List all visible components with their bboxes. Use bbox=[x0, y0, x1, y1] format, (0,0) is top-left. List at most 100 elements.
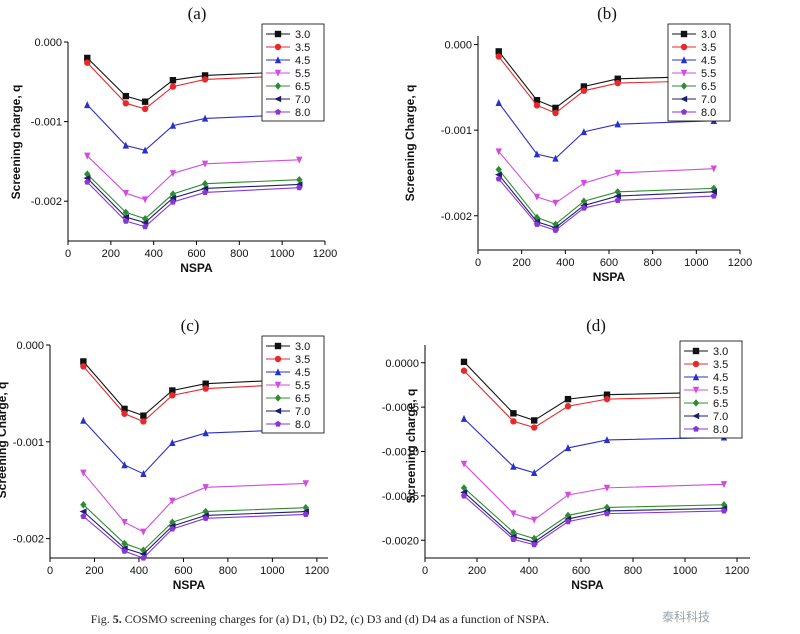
legend-marker bbox=[274, 394, 282, 402]
x-tick-label: 200 bbox=[102, 248, 120, 260]
data-point bbox=[564, 518, 572, 525]
data-point bbox=[169, 194, 177, 202]
data-point bbox=[201, 179, 209, 188]
data-point bbox=[552, 227, 559, 233]
y-tick-label: 0.000 bbox=[16, 340, 44, 352]
y-tick-label: -0.0015 bbox=[382, 491, 419, 503]
data-point bbox=[122, 190, 130, 198]
legend-label: 3.0 bbox=[713, 346, 728, 358]
panel-label: (b) bbox=[597, 4, 617, 23]
data-point bbox=[139, 550, 147, 558]
legend-marker bbox=[692, 386, 700, 394]
data-point bbox=[552, 104, 559, 112]
data-point bbox=[710, 188, 717, 195]
x-tick-label: 1000 bbox=[673, 565, 697, 577]
data-point bbox=[122, 141, 130, 149]
x-tick-label: 1200 bbox=[313, 248, 337, 260]
data-point bbox=[202, 515, 209, 521]
legend-label: 3.0 bbox=[701, 29, 716, 41]
legend-marker bbox=[692, 425, 700, 432]
data-point bbox=[603, 510, 611, 517]
chart-panel-a: (a) 0 200 400 600 800 1000 1200 0.000 -0.001 -0.00… bbox=[9, 4, 337, 275]
data-point bbox=[720, 507, 728, 514]
data-point bbox=[531, 417, 538, 424]
y-tick-label: -0.0005 bbox=[382, 402, 419, 414]
data-point bbox=[296, 156, 303, 164]
legend-label: 3.0 bbox=[295, 29, 310, 41]
x-tick-label: 200 bbox=[468, 565, 486, 577]
chart-panel-b: (b) 0 200 400 600 800 1000 1200 0.000 -0.001 -0.00… bbox=[403, 4, 752, 284]
x-axis-label: NSPA bbox=[173, 578, 206, 592]
x-tick-label: 1000 bbox=[684, 257, 708, 269]
legend-label: 6.5 bbox=[701, 81, 716, 93]
data-point bbox=[140, 469, 147, 477]
series-line-6-5 bbox=[82, 504, 306, 551]
data-point bbox=[122, 217, 129, 224]
caption-number: 5. bbox=[112, 612, 122, 626]
panel-label: (c) bbox=[181, 316, 200, 335]
data-point bbox=[201, 160, 209, 168]
series-line-5-5 bbox=[82, 472, 306, 533]
legend-marker bbox=[680, 95, 688, 103]
data-point bbox=[533, 221, 540, 227]
data-point bbox=[141, 98, 149, 105]
x-tick-label: 0 bbox=[65, 248, 71, 260]
y-tick-label: -0.001 bbox=[31, 117, 62, 129]
chart-panel-d: (d) 0 200 400 600 800 1000 1200 0.0000 -0.0005 -0.… bbox=[382, 316, 750, 592]
data-point bbox=[141, 105, 149, 113]
x-tick-label: 400 bbox=[520, 565, 538, 577]
data-point bbox=[552, 109, 559, 117]
y-tick-label: 0.0000 bbox=[385, 358, 419, 370]
data-point bbox=[80, 469, 87, 477]
data-point bbox=[531, 534, 538, 543]
legend-marker bbox=[680, 69, 688, 77]
legend-label: 3.5 bbox=[701, 42, 716, 54]
data-point bbox=[495, 98, 502, 106]
data-point bbox=[169, 438, 176, 446]
data-point bbox=[495, 148, 502, 156]
legend-label: 5.5 bbox=[701, 68, 716, 80]
data-point bbox=[84, 59, 91, 66]
legend-label: 8.0 bbox=[295, 419, 310, 431]
data-point bbox=[614, 75, 621, 82]
panel-label: (a) bbox=[188, 4, 207, 23]
x-tick-label: 200 bbox=[85, 565, 103, 577]
data-point bbox=[202, 380, 209, 387]
data-point bbox=[495, 165, 502, 174]
data-point bbox=[460, 484, 468, 492]
data-point bbox=[531, 516, 538, 524]
data-point bbox=[460, 492, 468, 499]
legend-label: 5.5 bbox=[295, 68, 310, 80]
series-line-4-5 bbox=[498, 102, 714, 160]
data-point bbox=[79, 508, 87, 515]
legend-label: 7.0 bbox=[295, 94, 310, 106]
data-point bbox=[614, 79, 621, 87]
x-tick-label: 1200 bbox=[725, 565, 749, 577]
x-tick-label: 600 bbox=[600, 257, 618, 269]
legend-label: 6.5 bbox=[713, 398, 728, 410]
data-point bbox=[531, 469, 538, 476]
series-line-3-0 bbox=[463, 361, 725, 422]
legend-label: 7.0 bbox=[295, 406, 310, 418]
data-point bbox=[140, 554, 147, 561]
legend-label: 6.5 bbox=[295, 81, 310, 93]
data-point bbox=[302, 511, 309, 518]
data-point bbox=[564, 395, 572, 403]
data-point bbox=[614, 188, 621, 196]
series-line-4-5 bbox=[463, 418, 725, 474]
data-point bbox=[580, 128, 588, 136]
y-axis-label: Screening charge, q bbox=[9, 85, 23, 200]
data-point bbox=[80, 358, 87, 365]
data-point bbox=[495, 175, 502, 182]
series-line-4-5 bbox=[86, 104, 300, 151]
legend-label: 8.0 bbox=[713, 424, 728, 436]
data-point bbox=[510, 418, 517, 425]
data-point bbox=[201, 185, 209, 192]
data-point bbox=[80, 416, 87, 424]
legend-marker bbox=[692, 373, 700, 381]
data-point bbox=[169, 83, 177, 90]
data-point bbox=[614, 197, 621, 203]
data-point bbox=[460, 414, 468, 422]
data-point bbox=[121, 461, 128, 469]
